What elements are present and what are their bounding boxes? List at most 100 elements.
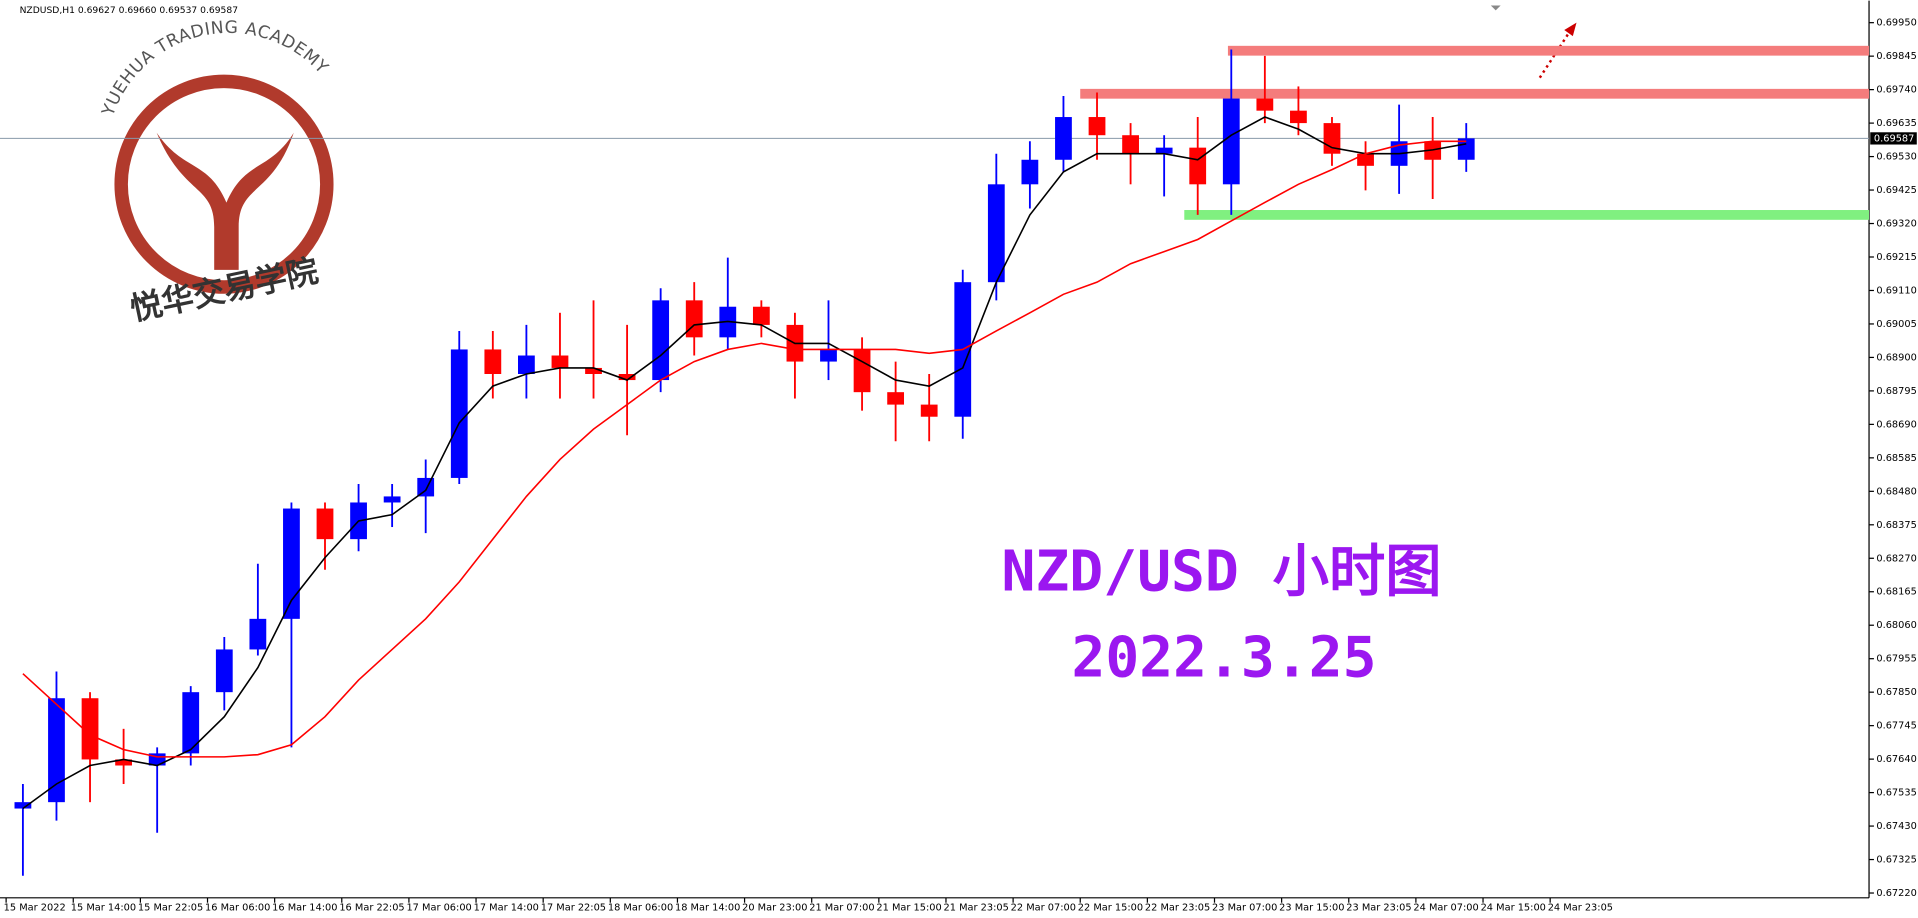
y-tick-label: 0.69740 [1876,85,1916,96]
candle-body [1222,98,1240,185]
candle-body [81,698,99,760]
candle-body [450,349,468,478]
candle-body [1021,159,1039,185]
x-tick-label: 24 Mar 15:00 [1481,903,1546,914]
candle-body [215,649,233,693]
candle-body [1122,135,1139,154]
scroll-marker [1490,5,1501,11]
level-zone [1227,45,1870,56]
y-tick-label: 0.67535 [1876,788,1916,799]
y-tick-label: 0.68585 [1876,453,1916,464]
x-tick-label: 23 Mar 23:05 [1346,903,1411,914]
x-tick-label: 22 Mar 15:00 [1078,903,1143,914]
level-zone [1184,210,1870,220]
x-tick-label: 17 Mar 06:00 [406,903,471,914]
x-tick-label: 15 Mar 2022 [4,903,66,914]
x-tick-label: 21 Mar 23:05 [944,903,1009,914]
arrow [1538,31,1571,79]
y-tick-label: 0.68795 [1876,386,1916,397]
logo-ring [114,74,334,294]
y-tick-label: 0.69425 [1876,185,1916,196]
candle-body [115,759,132,766]
x-tick-label: 18 Mar 14:00 [675,903,740,914]
y-tick-label: 0.68270 [1876,553,1916,564]
y-tick-label: 0.68480 [1876,486,1916,497]
candle-body [1290,110,1307,124]
x-tick-label: 18 Mar 06:00 [608,903,673,914]
y-tick-label: 0.69950 [1876,18,1916,29]
candle-body [752,306,770,325]
x-tick-label: 15 Mar 22:05 [138,903,203,914]
candle-body [48,698,65,803]
x-tick-label: 21 Mar 15:00 [876,903,941,914]
candle-body [920,404,938,417]
x-tick-label: 20 Mar 23:00 [742,903,807,914]
x-tick-label: 21 Mar 07:00 [809,903,874,914]
candle-body [1155,147,1173,154]
chart-title: NZD/USD 小时图 [1002,540,1442,605]
x-tick-label: 17 Mar 22:05 [541,903,606,914]
y-tick-label: 0.67640 [1876,754,1916,765]
moving-average [22,116,1467,810]
x-tick-label: 22 Mar 23:05 [1145,903,1210,914]
y-tick-label: 0.69845 [1876,51,1916,62]
y-tick-label: 0.68900 [1876,352,1916,363]
x-tick-label: 15 Mar 14:00 [71,903,136,914]
last-price-label: 0.69587 [1874,133,1914,144]
x-tick-label: 24 Mar 07:00 [1413,903,1478,914]
chart-subtitle: 2022.3.25 [1071,625,1376,690]
arrow-head [1564,22,1577,37]
logo-mark [156,132,294,270]
candle-body [1357,153,1374,166]
candle-body [182,692,200,754]
candle-body [484,349,502,375]
y-tick-label: 0.69215 [1876,252,1916,263]
x-tick-label: 23 Mar 15:00 [1279,903,1344,914]
y-tick-label: 0.67955 [1876,654,1916,665]
moving-average [22,140,1467,758]
y-tick-label: 0.68375 [1876,520,1916,531]
candle-body [1088,117,1106,136]
y-tick-label: 0.68165 [1876,587,1916,598]
y-tick-label: 0.69320 [1876,219,1916,230]
y-tick-label: 0.67745 [1876,721,1916,732]
y-tick-label: 0.68060 [1876,620,1916,631]
candle-body [14,802,32,809]
x-tick-label: 16 Mar 06:00 [205,903,270,914]
x-tick-label: 16 Mar 22:05 [339,903,404,914]
candle-body [1457,138,1475,160]
candle-body [283,508,300,619]
y-tick-label: 0.69530 [1876,152,1916,163]
y-tick-label: 0.67430 [1876,821,1916,832]
candle-body [987,184,1005,283]
candle-body [383,496,401,503]
candle-body [551,355,569,368]
candle-body [652,300,670,381]
x-tick-label: 16 Mar 14:00 [272,903,337,914]
y-tick-label: 0.67220 [1876,888,1916,899]
x-tick-label: 17 Mar 14:00 [474,903,539,914]
last-price-box [1870,132,1917,145]
candle-body [1189,147,1207,185]
candle-body [518,355,535,375]
x-tick-label: 22 Mar 07:00 [1011,903,1076,914]
candle-body [1055,117,1072,160]
y-tick-label: 0.69110 [1876,285,1916,296]
y-tick-label: 0.67850 [1876,687,1916,698]
x-tick-label: 24 Mar 23:05 [1548,903,1613,914]
candle-body [585,367,602,375]
candle-body [853,349,871,393]
x-tick-label: 23 Mar 07:00 [1212,903,1277,914]
candle-body [618,374,636,381]
symbol-info: NZDUSD,H1 0.69627 0.69660 0.69537 0.6958… [20,5,239,16]
candle-body [1256,98,1274,111]
candle-body [887,392,905,405]
candle-body [820,349,837,362]
y-tick-label: 0.68690 [1876,419,1916,430]
y-tick-label: 0.67325 [1876,855,1916,866]
candle-body [316,508,334,540]
candle-body [249,618,267,650]
level-zone [1080,88,1870,99]
